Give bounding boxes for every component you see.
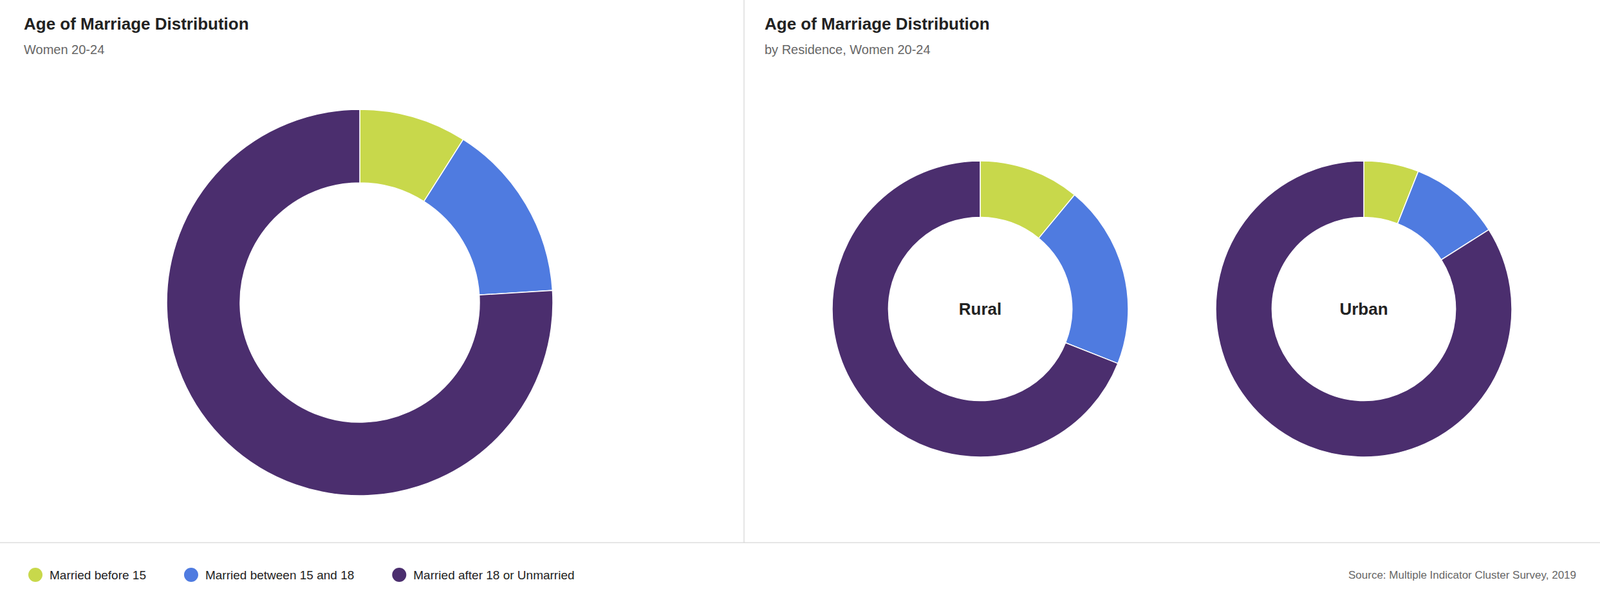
- donut-slice: [166, 109, 553, 496]
- donut-slice: [1215, 160, 1512, 457]
- legend-swatch: [391, 567, 407, 582]
- legend-label: Married before 15: [49, 568, 147, 582]
- donut-slice: [832, 160, 1118, 457]
- donut: [1215, 160, 1512, 457]
- legend-swatch: [28, 567, 43, 582]
- source-note: Source: Multiple Indicator Cluster Surve…: [1348, 568, 1577, 582]
- panel-title: Age of Marriage Distribution: [764, 14, 990, 34]
- donut: [832, 160, 1129, 457]
- donut: [166, 109, 553, 496]
- footer-divider: [0, 542, 1600, 544]
- panel-subtitle: Women 20-24: [23, 42, 105, 57]
- chart-root: Age of Marriage Distribution Women 20-24 A…: [0, 0, 1600, 607]
- center-label: Urban: [1339, 299, 1388, 319]
- legend-label: Married between 15 and 18: [205, 568, 354, 582]
- legend: Married before 15 Married between 15 and …: [28, 567, 575, 582]
- center-label: Rural: [958, 299, 1002, 319]
- panel-divider: [744, 0, 745, 543]
- legend-label: Married after 18 or Unmarried: [413, 568, 575, 582]
- panel-title: Age of Marriage Distribution: [23, 14, 250, 34]
- donut-slice: [1038, 195, 1129, 364]
- panel-subtitle: by Residence, Women 20-24: [764, 42, 931, 57]
- legend-swatch: [184, 567, 199, 582]
- donut-slice: [424, 139, 553, 296]
